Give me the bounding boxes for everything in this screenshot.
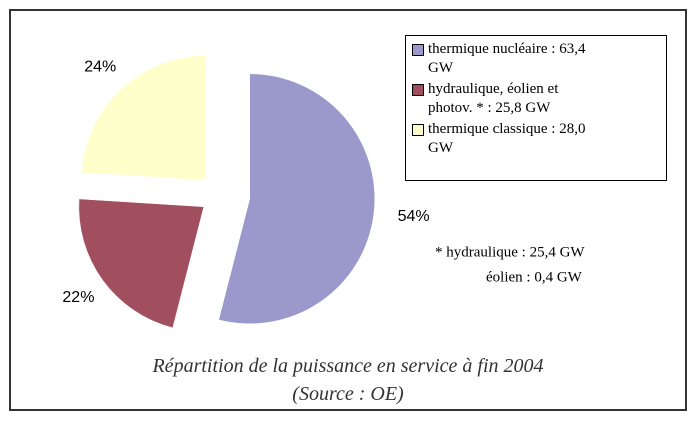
note: éolien : 0,4 GW (486, 269, 583, 285)
legend-label: thermique classique : 28,0 GW (428, 121, 586, 156)
pie-slice (81, 55, 207, 181)
data-label: 24% (84, 59, 116, 76)
legend-item: hydraulique, éolien et photov. * : 25,8 … (412, 80, 660, 118)
data-label: 22% (62, 289, 94, 306)
pie-slice (78, 198, 205, 329)
legend-item: thermique nucléaire : 63,4 GW (412, 40, 660, 78)
legend-item: thermique classique : 28,0 GW (412, 120, 660, 158)
data-label: 54% (398, 208, 430, 225)
chart-subtitle: (Source : OE) (292, 383, 404, 405)
legend-swatch (412, 44, 424, 56)
pie-slice (218, 73, 375, 324)
legend-label: thermique nucléaire : 63,4 GW (428, 41, 586, 76)
frame (9, 9, 687, 411)
legend-swatch (412, 84, 424, 96)
chart-title: Répartition de la puissance en service à… (151, 355, 543, 377)
note: * hydraulique : 25,4 GW (435, 244, 585, 260)
legend-swatch (412, 124, 424, 136)
legend-label: hydraulique, éolien et photov. * : 25,8 … (428, 81, 559, 116)
legend: thermique nucléaire : 63,4 GW hydraulique… (405, 35, 667, 181)
